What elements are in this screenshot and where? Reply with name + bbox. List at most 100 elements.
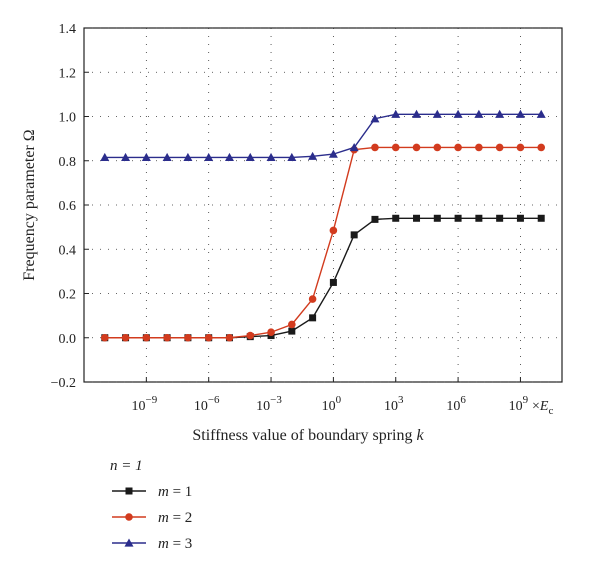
series-group	[100, 109, 546, 342]
data-point	[224, 152, 234, 162]
x-unit-symbol: E	[539, 399, 549, 414]
y-tick-label: 0.2	[59, 288, 77, 303]
x-axis: 10−9 10−6 10−3 100 103 106 109 ×Ec	[131, 377, 553, 417]
data-point	[350, 231, 358, 239]
x-tick-label: 10−3	[256, 394, 282, 414]
data-point	[245, 152, 255, 162]
data-point	[412, 143, 421, 152]
legend-value: = 1	[169, 484, 192, 500]
legend-marker	[124, 538, 134, 547]
data-point	[495, 109, 505, 118]
data-point	[162, 152, 172, 162]
series-1	[101, 214, 545, 342]
x-tick-base: 10	[256, 399, 270, 414]
data-point	[537, 143, 546, 152]
data-point	[536, 109, 546, 118]
y-axis-title: Frequency parameter Ω	[21, 129, 38, 280]
data-point	[516, 214, 524, 222]
data-point	[204, 152, 214, 162]
data-point	[100, 152, 110, 162]
data-point	[142, 333, 151, 342]
series-line	[104, 113, 542, 159]
x-tick-exponent: 9	[523, 394, 529, 406]
series-line	[104, 217, 542, 339]
legend-label: m = 1	[158, 484, 192, 500]
x-axis-title: Stiffness value of boundary spring k	[192, 427, 424, 444]
y-tick-label: 1.0	[59, 111, 77, 126]
legend-marker	[125, 513, 133, 521]
data-point	[349, 142, 359, 152]
y-axis: −0.2 0.0 0.2 0.4 0.6 0.8 1.0 1.2 1.4	[51, 22, 89, 391]
data-point	[329, 278, 337, 286]
series-line	[104, 146, 542, 339]
x-tick-base: 10	[194, 399, 208, 414]
data-point	[308, 295, 317, 303]
data-point	[266, 152, 276, 162]
series-3	[100, 109, 546, 162]
data-point	[516, 143, 525, 152]
x-axis-title-text: Stiffness value of boundary spring	[192, 427, 416, 444]
series-2	[100, 143, 546, 342]
x-tick-exponent: −6	[208, 394, 220, 406]
data-point	[495, 143, 504, 152]
x-tick-exponent: 0	[336, 394, 342, 406]
data-point	[141, 152, 151, 162]
data-point	[328, 149, 338, 158]
data-point	[267, 328, 275, 337]
data-point	[184, 333, 192, 342]
data-point	[308, 151, 318, 160]
y-tick-label: 1.4	[59, 22, 77, 37]
data-point	[371, 215, 379, 223]
data-point	[413, 214, 421, 222]
data-point	[121, 152, 131, 162]
data-point	[392, 214, 400, 222]
data-point	[515, 109, 525, 118]
x-tick-base: 10	[446, 399, 460, 414]
data-point	[371, 143, 379, 152]
data-point	[432, 109, 442, 118]
x-tick-label: 106	[446, 394, 466, 414]
data-point	[183, 152, 193, 162]
data-point	[163, 333, 171, 342]
data-point	[475, 214, 483, 222]
legend-item: m = 3	[112, 536, 192, 552]
y-tick-label: 0.6	[59, 199, 77, 214]
x-unit-times: ×	[532, 399, 540, 414]
y-tick-label: −0.2	[51, 376, 76, 391]
legend-value: = 3	[169, 536, 192, 552]
x-axis-title-var: k	[417, 427, 425, 444]
legend-var: m	[158, 510, 169, 526]
data-point	[391, 143, 400, 152]
data-point	[475, 143, 483, 152]
data-point	[370, 114, 380, 123]
y-tick-label: 0.4	[59, 243, 77, 258]
y-tick-label: 1.2	[59, 66, 77, 81]
x-tick-base: 10	[509, 399, 523, 414]
data-point	[329, 226, 338, 235]
x-tick-label: 109	[509, 394, 529, 414]
plot-frame	[83, 27, 563, 383]
legend-var: m	[158, 536, 169, 552]
x-tick-base: 10	[384, 399, 398, 414]
data-point	[412, 109, 422, 118]
grid	[84, 27, 562, 383]
legend-label: m = 2	[158, 510, 192, 526]
x-tick-exponent: −9	[145, 394, 157, 406]
data-point	[246, 331, 255, 340]
legend-var: m	[158, 484, 169, 500]
y-tick-label: 0.0	[59, 332, 77, 347]
x-tick-base: 10	[131, 399, 145, 414]
x-tick-label: 10−9	[131, 394, 157, 414]
data-point	[121, 333, 130, 342]
data-point	[204, 333, 213, 342]
y-tick-label: 0.8	[59, 155, 77, 170]
x-tick-exponent: −3	[270, 394, 282, 406]
data-point	[474, 109, 484, 118]
legend-item: m = 1	[112, 484, 192, 500]
data-point	[433, 214, 441, 222]
x-tick-label: 100	[322, 394, 342, 414]
legend-marker	[125, 487, 133, 495]
legend: n = 1 m = 1m = 2m = 3	[110, 458, 192, 552]
data-point	[453, 109, 463, 118]
